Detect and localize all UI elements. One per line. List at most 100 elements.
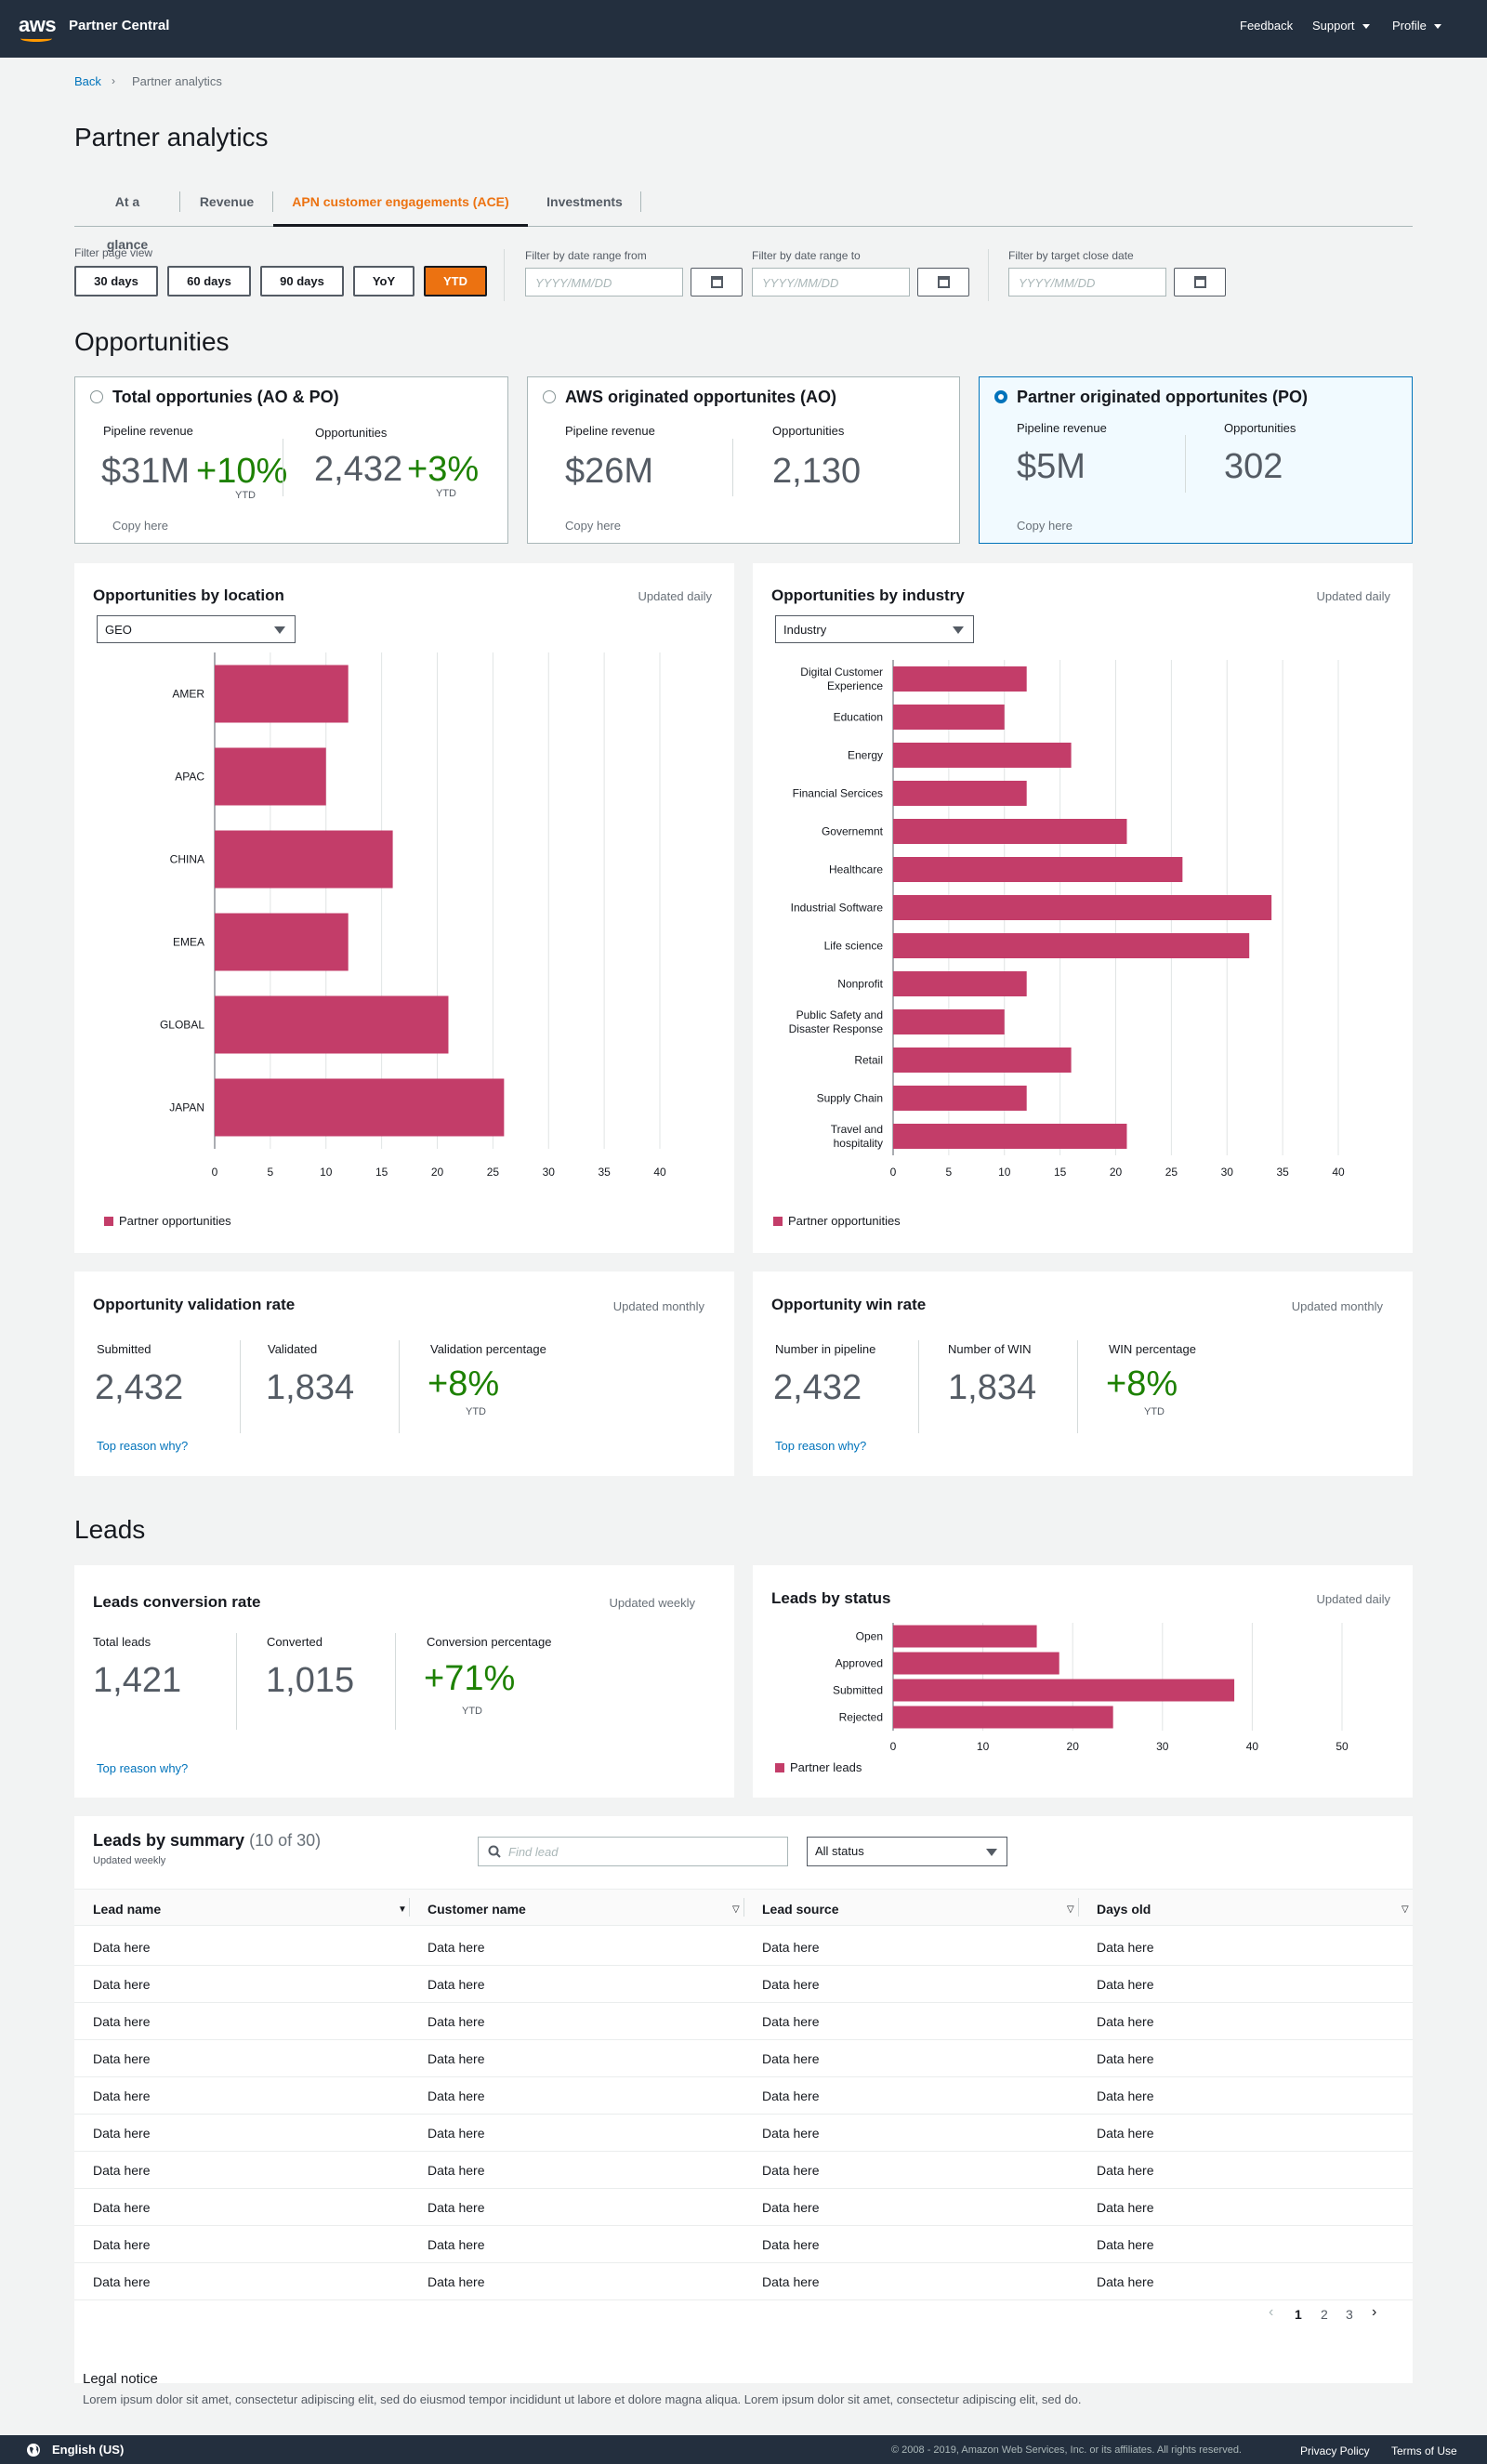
brand-title[interactable]: Partner Central	[69, 18, 170, 33]
aws-originated-card[interactable]: AWS originated opportunites (AO) Pipelin…	[527, 376, 960, 544]
date-to-calendar-button[interactable]	[917, 268, 969, 296]
category-label: Retail	[854, 1054, 883, 1067]
leads-status-chart: 0 10 20 30 40 50 Open Approved Submitted Rejected	[833, 1623, 1349, 1753]
feedback-link[interactable]: Feedback	[1240, 19, 1294, 33]
filter-90-days-button[interactable]: 90 days	[260, 266, 344, 296]
bar	[893, 1048, 1072, 1073]
sort-icon[interactable]: ▽	[732, 1904, 740, 1915]
card-title: AWS originated opportunites (AO)	[565, 388, 836, 406]
filter-yoy-button[interactable]: YoY	[353, 266, 415, 296]
sort-icon[interactable]: ▽	[1067, 1904, 1074, 1915]
privacy-link[interactable]: Privacy Policy	[1300, 2444, 1370, 2457]
summary-title: Leads by summary (10 of 30)	[93, 1831, 321, 1851]
partner-originated-card[interactable]: Partner originated opportunites (PO) Pip…	[979, 376, 1413, 544]
next-page-icon[interactable]: ›	[1372, 2304, 1377, 2320]
summary-count: (10 of 30)	[249, 1831, 322, 1850]
updated-label: Updated daily	[1316, 1592, 1391, 1606]
bar	[893, 1124, 1127, 1149]
column-header[interactable]: Lead source	[762, 1902, 839, 1917]
breadcrumb-back[interactable]: Back	[74, 74, 101, 88]
category-label: Open	[856, 1630, 883, 1643]
rev-label: Pipeline revenue	[565, 424, 655, 438]
category-label: Digital Customer	[800, 665, 883, 679]
date-from-input[interactable]: YYYY/MM/DD	[525, 268, 683, 296]
tick-label: 20	[431, 1166, 444, 1179]
total-opportunities-card[interactable]: Total opportunies (AO & PO) Pipeline rev…	[74, 376, 508, 544]
top-reason-link[interactable]: Top reason why?	[97, 1439, 189, 1453]
support-menu[interactable]: Support	[1312, 19, 1370, 33]
caret-down-icon	[986, 1849, 997, 1856]
rev-value: $5M	[1017, 447, 1086, 486]
category-label: APAC	[175, 771, 204, 784]
date-to-input[interactable]: YYYY/MM/DD	[752, 268, 910, 296]
tab-ace[interactable]: APN customer engagements (ACE)	[273, 180, 528, 227]
page-1[interactable]: 1	[1295, 2307, 1302, 2322]
date-from-calendar-button[interactable]	[691, 268, 743, 296]
filter-ytd-button[interactable]: YTD	[424, 266, 487, 296]
column-header[interactable]: Lead name	[93, 1902, 162, 1917]
category-label: Industrial Software	[791, 902, 884, 915]
bar	[215, 1078, 505, 1137]
table-row[interactable]	[74, 2152, 1413, 2189]
table-cell: Data here	[1097, 2237, 1154, 2252]
updated-label: Updated daily	[638, 589, 713, 603]
industry-select[interactable]: Industry	[775, 615, 974, 643]
table-cell: Data here	[1097, 1940, 1154, 1955]
profile-menu[interactable]: Profile	[1392, 19, 1441, 33]
sort-icon[interactable]: ▼	[398, 1904, 407, 1915]
updated-label: Updated daily	[1316, 589, 1391, 603]
tab-revenue[interactable]: Revenue	[180, 180, 273, 227]
radio-button[interactable]	[543, 390, 556, 403]
tick-label: 20	[1110, 1166, 1123, 1179]
panel-title: Opportunity validation rate	[93, 1296, 296, 1313]
filter-60-days-button[interactable]: 60 days	[167, 266, 251, 296]
table-row[interactable]	[74, 2040, 1413, 2077]
bar	[893, 933, 1250, 958]
tab-at-a-glance[interactable]: At a glance	[74, 180, 180, 252]
search-placeholder: Find lead	[508, 1845, 559, 1859]
table-cell: Data here	[428, 2088, 485, 2103]
table-row[interactable]	[74, 2003, 1413, 2040]
page-3[interactable]: 3	[1346, 2307, 1353, 2322]
chevron-down-icon	[1433, 24, 1441, 30]
top-reason-link[interactable]: Top reason why?	[97, 1761, 189, 1775]
bar	[893, 971, 1027, 996]
column-header[interactable]: Days old	[1097, 1902, 1151, 1917]
tick-label: 40	[653, 1166, 666, 1179]
prev-page-icon[interactable]: ‹	[1269, 2304, 1274, 2320]
tick-label: 20	[1067, 1740, 1080, 1753]
metric-value: +8%	[1106, 1364, 1178, 1403]
radio-button[interactable]	[90, 390, 103, 403]
select-value: GEO	[105, 623, 132, 637]
table-row[interactable]	[74, 2115, 1413, 2152]
table-row[interactable]	[74, 2189, 1413, 2226]
row-divider	[74, 2151, 1413, 2152]
filter-30-days-button[interactable]: 30 days	[74, 266, 158, 296]
legend-label: Partner opportunities	[788, 1214, 901, 1228]
tick-label: 0	[890, 1166, 897, 1179]
table-row[interactable]	[74, 2077, 1413, 2115]
page-2[interactable]: 2	[1321, 2307, 1328, 2322]
close-date-calendar-button[interactable]	[1174, 268, 1226, 296]
geo-select[interactable]: GEO	[97, 615, 296, 643]
table-row[interactable]	[74, 2263, 1413, 2300]
radio-button-selected[interactable]	[994, 390, 1007, 403]
sort-icon[interactable]: ▽	[1401, 1904, 1409, 1915]
bar	[893, 705, 1005, 730]
language-selector[interactable]: English (US)	[52, 2443, 125, 2457]
table-row[interactable]	[74, 2226, 1413, 2263]
aws-logo[interactable]: aws	[19, 13, 57, 36]
terms-link[interactable]: Terms of Use	[1391, 2444, 1457, 2457]
top-reason-link[interactable]: Top reason why?	[775, 1439, 867, 1453]
find-lead-search[interactable]: Find lead	[478, 1837, 788, 1866]
row-divider	[74, 2076, 1413, 2077]
rev-value: $26M	[565, 452, 654, 491]
status-filter-select[interactable]: All status	[807, 1837, 1007, 1866]
close-date-input[interactable]: YYYY/MM/DD	[1008, 268, 1166, 296]
tab-investments[interactable]: Investments	[528, 180, 641, 227]
select-value: Industry	[783, 623, 827, 637]
column-header[interactable]: Customer name	[428, 1902, 526, 1917]
row-divider	[74, 2188, 1413, 2189]
table-row[interactable]	[74, 1966, 1413, 2003]
table-row[interactable]	[74, 1929, 1413, 1966]
